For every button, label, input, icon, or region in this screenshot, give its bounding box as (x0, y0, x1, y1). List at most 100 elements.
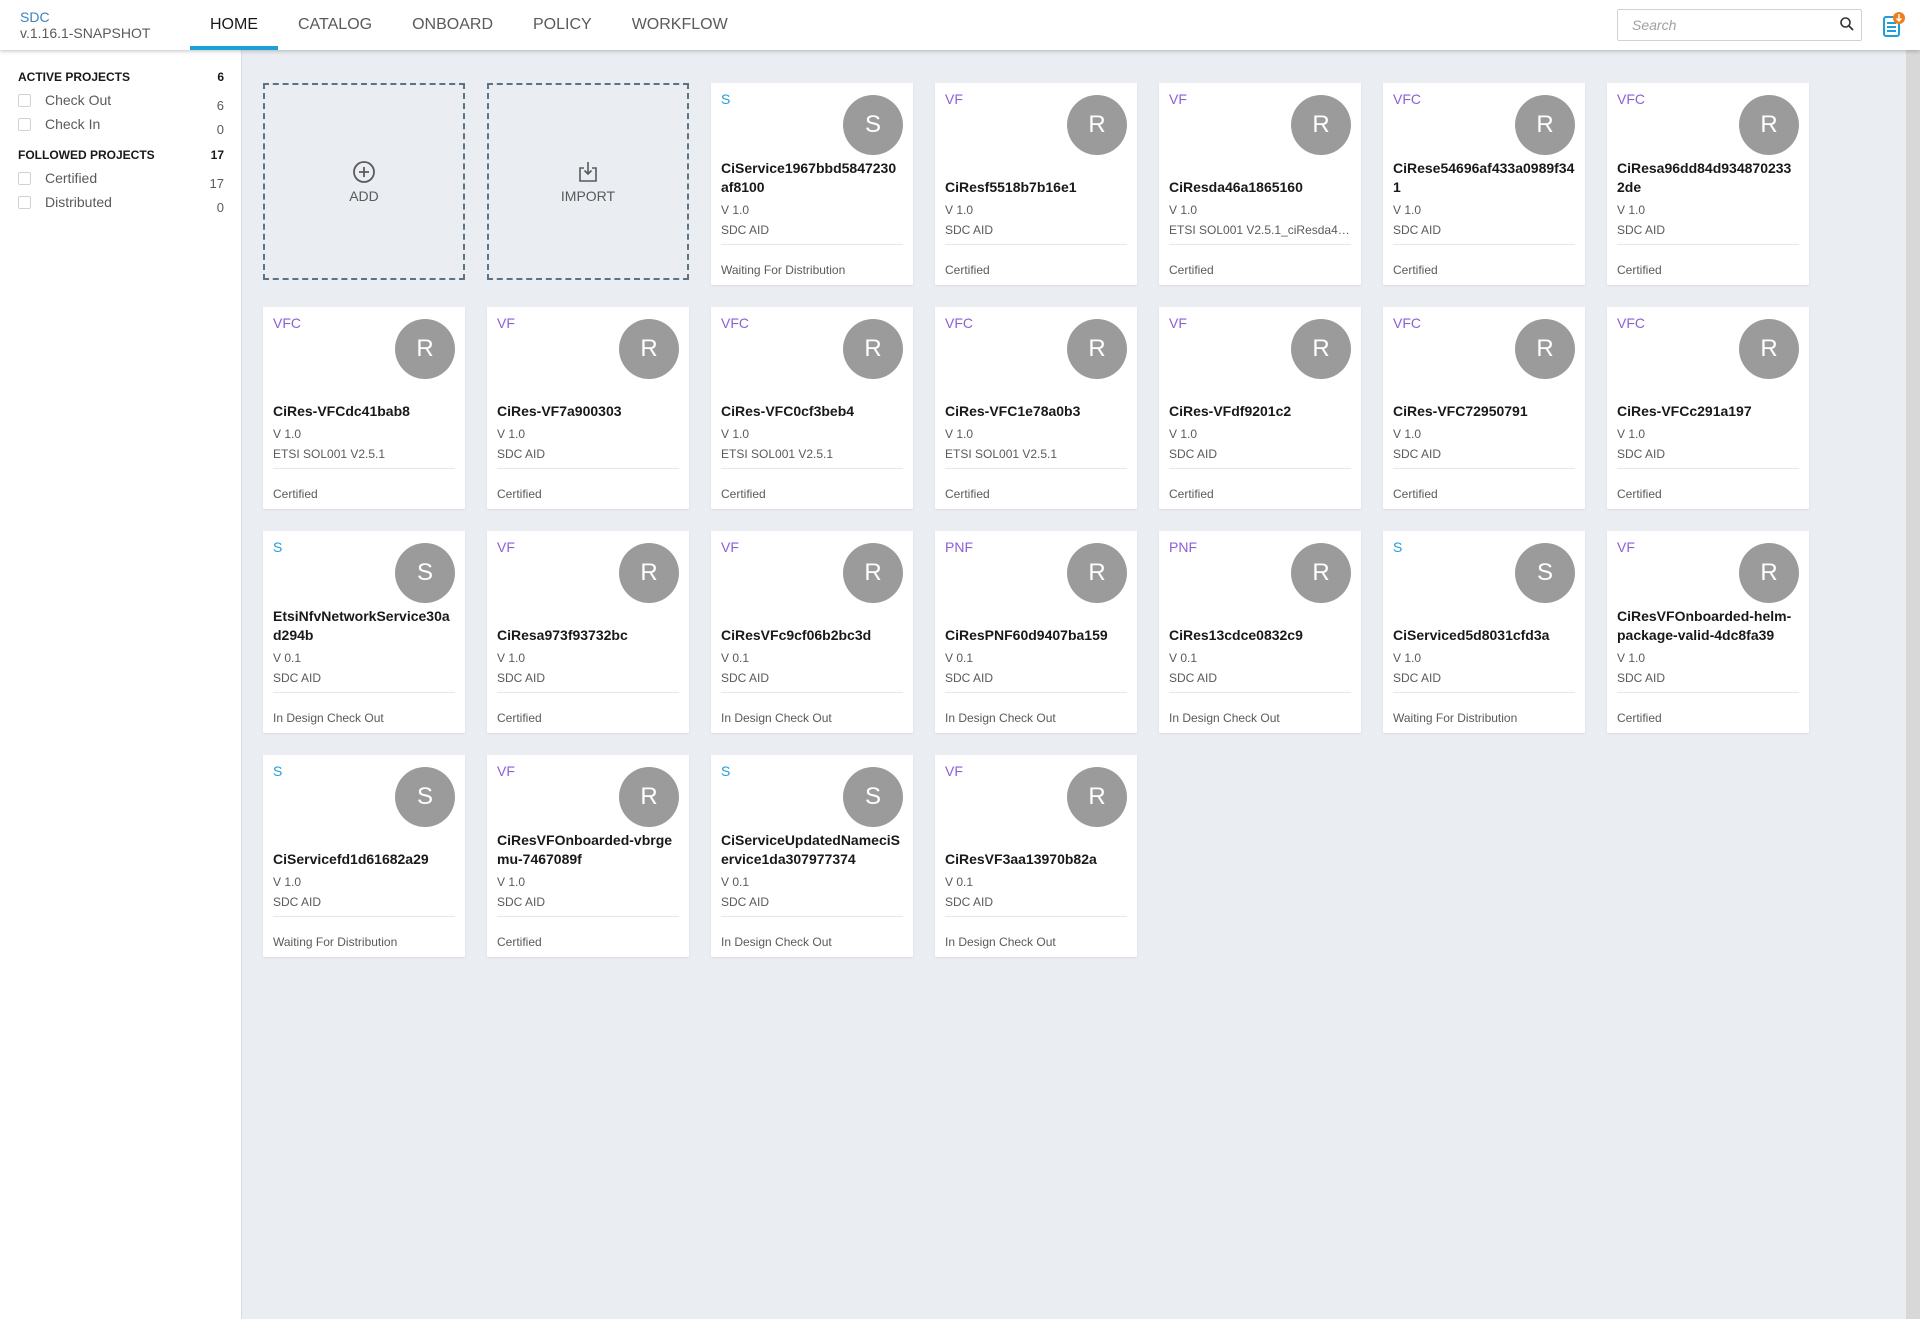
download-list-icon[interactable] (1882, 12, 1906, 43)
component-version: V 1.0 (1617, 203, 1646, 217)
followed-projects-count: 17 (210, 148, 224, 162)
active-projects-count: 6 (217, 70, 224, 84)
divider (273, 692, 455, 693)
filter-check-in[interactable]: Check In 0 (18, 112, 224, 137)
divider (945, 692, 1127, 693)
component-version: V 1.0 (945, 427, 974, 441)
component-type: VF (1169, 91, 1187, 107)
divider (945, 916, 1127, 917)
component-name: CiResPNF60d9407ba159 (945, 627, 1108, 643)
catalog-card[interactable]: VFC R CiRes-VFC0cf3beb4 V 1.0 ETSI SOL001 V2… (711, 307, 913, 509)
checkbox[interactable] (18, 117, 31, 131)
component-version: V 0.1 (721, 651, 750, 665)
tab-onboard[interactable]: ONBOARD (412, 16, 493, 33)
catalog-card[interactable]: VF R CiResVFOnboarded-helm-package-valid-4… (1607, 531, 1809, 733)
component-icon: S (395, 767, 455, 827)
catalog-card[interactable]: S S EtsiNfvNetworkService30ad294b V 0.1 SDC … (263, 531, 465, 733)
component-model: SDC AID (1169, 447, 1218, 461)
catalog-card[interactable]: VF R CiResf5518b7b16e1 V 1.0 SDC AID Certifie… (935, 83, 1137, 285)
component-status: Certified (1617, 263, 1662, 277)
component-version: V 0.1 (1169, 651, 1198, 665)
component-version: V 1.0 (1169, 427, 1198, 441)
catalog-card[interactable]: S S CiService1967bbd5847230af8100 V 1.0 SDC … (711, 83, 913, 285)
checkbox[interactable] (18, 171, 31, 185)
filter-certified[interactable]: Certified 17 (18, 166, 224, 191)
catalog-card[interactable]: VFC R CiRes-VFCdc41bab8 V 1.0 ETSI SOL001 V2… (263, 307, 465, 509)
component-version: V 1.0 (497, 427, 526, 441)
component-status: Waiting For Distribution (1393, 711, 1518, 725)
component-icon: R (1291, 543, 1351, 603)
component-version: V 1.0 (721, 427, 750, 441)
scrollbar[interactable] (1906, 50, 1920, 1319)
component-status: Certified (273, 487, 318, 501)
catalog-card[interactable]: VFC R CiRes-VFC1e78a0b3 V 1.0 ETSI SOL001 V2… (935, 307, 1137, 509)
component-type: VF (497, 539, 515, 555)
component-version: V 0.1 (945, 651, 974, 665)
checkbox[interactable] (18, 195, 31, 209)
component-name: CiRes-VFC72950791 (1393, 403, 1528, 419)
component-model: ETSI SOL001 V2.5.1_ciResda46... (1169, 223, 1351, 237)
component-type: VFC (1393, 315, 1421, 331)
component-status: Certified (1617, 487, 1662, 501)
add-button[interactable]: ADD (263, 83, 465, 280)
catalog-card[interactable]: VF R CiResda46a1865160 V 1.0 ETSI SOL001 V2.… (1159, 83, 1361, 285)
component-name: CiService1967bbd5847230af8100 (721, 160, 897, 195)
component-version: V 1.0 (273, 875, 302, 889)
component-icon: R (1067, 319, 1127, 379)
component-type: S (721, 91, 731, 107)
component-model: SDC AID (497, 895, 546, 909)
component-model: ETSI SOL001 V2.5.1 (273, 447, 386, 461)
component-model: SDC AID (721, 223, 770, 237)
catalog-card[interactable]: VF R CiResVF3aa13970b82a V 0.1 SDC AID In Des… (935, 755, 1137, 957)
catalog-card[interactable]: VFC R CiRese54696af433a0989f341 V 1.0 SDC AI… (1383, 83, 1585, 285)
search-icon[interactable] (1839, 16, 1855, 37)
component-status: Certified (497, 711, 542, 725)
component-status: Certified (497, 487, 542, 501)
catalog-card[interactable]: VFC R CiResa96dd84d9348702332de V 1.0 SDC AI… (1607, 83, 1809, 285)
catalog-card[interactable]: S S CiServicefd1d61682a29 V 1.0 SDC AID Waiti… (263, 755, 465, 957)
component-type: VFC (273, 315, 301, 331)
tab-home[interactable]: HOME (190, 0, 278, 50)
component-name: CiRese54696af433a0989f341 (1393, 160, 1575, 195)
component-version: V 1.0 (1393, 651, 1422, 665)
active-projects-title: ACTIVE PROJECTS (18, 70, 131, 84)
component-name: CiRes-VFC0cf3beb4 (721, 403, 855, 419)
component-status: Certified (945, 263, 990, 277)
logo[interactable]: SDC v.1.16.1-SNAPSHOT (20, 10, 150, 42)
filter-label: Certified (45, 170, 98, 186)
catalog-card[interactable]: VFC R CiRes-VFC72950791 V 1.0 SDC AID Certifi… (1383, 307, 1585, 509)
divider (1617, 244, 1799, 245)
catalog-card[interactable]: S S CiServiceUpdatedNameciService1da307977… (711, 755, 913, 957)
catalog-card[interactable]: VFC R CiRes-VFCc291a197 V 1.0 SDC AID Certifi… (1607, 307, 1809, 509)
component-version: V 0.1 (273, 651, 302, 665)
component-icon: S (1515, 543, 1575, 603)
filter-check-out[interactable]: Check Out 6 (18, 88, 224, 113)
search-input[interactable] (1618, 10, 1828, 40)
component-version: V 1.0 (721, 203, 750, 217)
filter-distributed[interactable]: Distributed 0 (18, 190, 224, 215)
catalog-card[interactable]: PNF R CiRes13cdce0832c9 V 0.1 SDC AID In Desi… (1159, 531, 1361, 733)
component-type: VF (497, 763, 515, 779)
component-status: In Design Check Out (721, 935, 832, 949)
import-button[interactable]: IMPORT (487, 83, 689, 280)
component-icon: R (843, 319, 903, 379)
component-name: CiResa96dd84d9348702332de (1617, 160, 1792, 195)
tab-policy[interactable]: POLICY (533, 16, 592, 33)
catalog-card[interactable]: VF R CiRes-VFdf9201c2 V 1.0 SDC AID Certified (1159, 307, 1361, 509)
component-version: V 1.0 (1169, 203, 1198, 217)
catalog-card[interactable]: VF R CiResa973f93732bc V 1.0 SDC AID Certifie… (487, 531, 689, 733)
catalog-card[interactable]: VF R CiRes-VF7a900303 V 1.0 SDC AID Certified (487, 307, 689, 509)
component-status: Certified (1393, 487, 1438, 501)
component-model: SDC AID (273, 895, 322, 909)
catalog-card[interactable]: VF R CiResVFOnboarded-vbrgemu-7467089f V 1.… (487, 755, 689, 957)
catalog-card[interactable]: PNF R CiResPNF60d9407ba159 V 0.1 SDC AID In D… (935, 531, 1137, 733)
catalog-card[interactable]: VF R CiResVFc9cf06b2bc3d V 0.1 SDC AID In Des… (711, 531, 913, 733)
tab-catalog[interactable]: CATALOG (298, 16, 373, 33)
tab-workflow[interactable]: WORKFLOW (631, 16, 728, 33)
component-type: S (273, 763, 283, 779)
checkbox[interactable] (18, 93, 31, 107)
component-version: V 1.0 (1617, 651, 1646, 665)
filter-count: 0 (216, 199, 224, 215)
component-icon: R (1291, 319, 1351, 379)
catalog-card[interactable]: S S CiServiced5d8031cfd3a V 1.0 SDC AID Waiti… (1383, 531, 1585, 733)
